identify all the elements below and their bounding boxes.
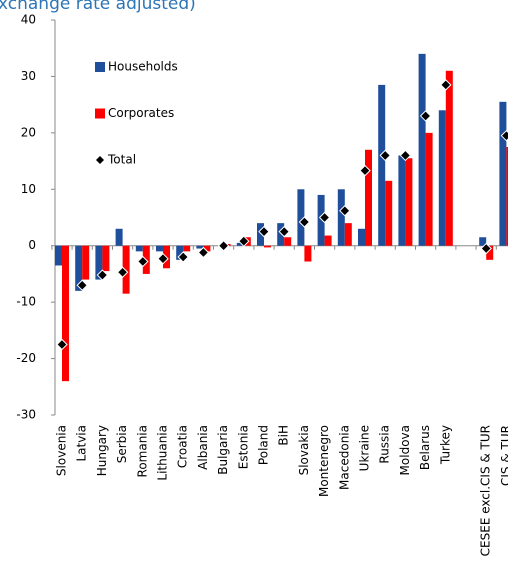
bar [183, 245, 191, 252]
y-tick-label: 20 [21, 125, 36, 139]
total-marker [238, 235, 250, 247]
x-tick-label: Ukraine [358, 425, 372, 471]
y-tick-label: -10 [16, 295, 36, 309]
bar [284, 237, 292, 246]
x-tick-label: BiH [277, 425, 291, 446]
x-tick-label: Croatia [176, 425, 190, 468]
bar [479, 237, 487, 246]
total-marker [258, 225, 270, 238]
y-tick-label: 40 [21, 13, 36, 27]
legend-label: Total [107, 153, 136, 167]
total-marker [298, 216, 311, 228]
x-tick-label: Slovenia [55, 425, 69, 476]
total-marker [399, 149, 412, 162]
y-tick-label: 0 [28, 238, 36, 252]
bar [277, 223, 285, 246]
bar [358, 228, 365, 246]
total-marker [177, 251, 189, 263]
y-tick-label: -30 [16, 408, 36, 422]
bar [418, 53, 426, 246]
legend-label: Households [108, 60, 178, 74]
x-tick-label: Belarus [418, 425, 432, 470]
bar [324, 235, 332, 246]
total-marker [76, 279, 88, 291]
bar [102, 245, 110, 272]
bar [203, 245, 211, 252]
bar [196, 245, 204, 249]
x-tick-label: Poland [257, 425, 271, 465]
bar [176, 245, 184, 260]
total-marker [440, 79, 452, 91]
total-marker [500, 129, 508, 142]
total-marker [278, 225, 290, 238]
total-marker [217, 240, 230, 252]
total-marker [116, 266, 129, 278]
total-marker [137, 255, 149, 268]
legend-label: Corporates [108, 106, 174, 120]
bar [398, 155, 406, 246]
x-tick-label: Latvia [75, 425, 89, 462]
y-tick-label: 30 [21, 69, 36, 83]
x-tick-label: Hungary [95, 425, 109, 476]
y-tick-label: -20 [16, 351, 36, 365]
bar [445, 70, 453, 246]
bar [317, 194, 325, 246]
bar [236, 242, 244, 246]
bar [95, 245, 103, 280]
bar [438, 110, 446, 246]
bar [122, 245, 130, 294]
bar [344, 223, 352, 246]
total-marker [339, 205, 351, 217]
y-tick-label: 10 [21, 182, 36, 196]
bar [156, 245, 163, 252]
bar [506, 146, 508, 246]
bar [486, 245, 494, 260]
bar [62, 245, 69, 382]
x-tick-label: Montenegro [317, 425, 331, 497]
bar [75, 245, 83, 291]
legend-swatch [95, 108, 105, 119]
x-tick-label: Bulgaria [216, 425, 230, 475]
total-marker [157, 252, 169, 265]
total-marker [419, 110, 432, 122]
x-tick-label: Lithuania [156, 425, 170, 481]
bar [378, 84, 386, 246]
legend-swatch [95, 62, 105, 72]
total-marker [379, 149, 391, 162]
x-tick-label: Turkey [438, 425, 452, 465]
total-marker [197, 246, 210, 259]
x-tick-label: CESEE excl.CIS & TUR [479, 425, 493, 556]
bar [297, 189, 305, 246]
x-tick-label: Romania [135, 425, 149, 477]
chart-title: xchange rate adjusted) [0, 0, 196, 14]
legend-swatch [96, 156, 104, 164]
bar [135, 245, 143, 252]
x-tick-label: Estonia [236, 425, 250, 469]
x-tick-label: Russia [378, 425, 392, 464]
total-marker [318, 211, 331, 224]
total-marker [56, 338, 68, 351]
total-marker [359, 164, 371, 177]
total-marker [480, 242, 492, 255]
bar [499, 101, 507, 246]
bar [365, 149, 372, 246]
bar [385, 180, 393, 246]
x-tick-label: Albania [196, 425, 210, 470]
total-marker [96, 269, 109, 281]
bar [425, 132, 433, 246]
x-tick-label: Serbia [115, 425, 129, 463]
bar [405, 158, 413, 246]
bar [115, 228, 123, 246]
bar [264, 245, 271, 248]
x-tick-label: Moldova [398, 425, 412, 475]
bar [257, 223, 264, 246]
bar [55, 245, 62, 266]
bar [82, 245, 90, 280]
bar [337, 189, 345, 246]
bar [304, 245, 312, 262]
x-tick-label: CIS & TUR [499, 425, 508, 486]
x-tick-label: Macedonia [337, 425, 351, 490]
x-tick-label: Slovakia [297, 425, 311, 475]
